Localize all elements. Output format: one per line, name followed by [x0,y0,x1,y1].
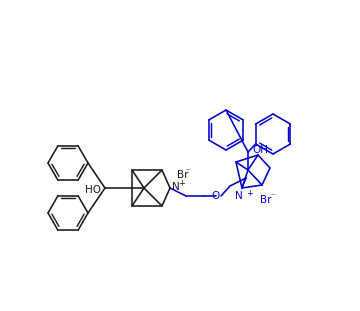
Text: ⁻: ⁻ [270,193,275,202]
Text: +: + [246,189,253,198]
Text: Br: Br [177,170,189,180]
Text: N: N [172,182,180,192]
Text: O: O [212,191,220,201]
Text: ⁻: ⁻ [185,168,190,177]
Text: Br: Br [260,195,271,205]
Text: +: + [178,179,185,188]
Text: N: N [235,191,243,201]
Text: OH: OH [252,145,268,155]
Text: HO: HO [85,185,101,195]
